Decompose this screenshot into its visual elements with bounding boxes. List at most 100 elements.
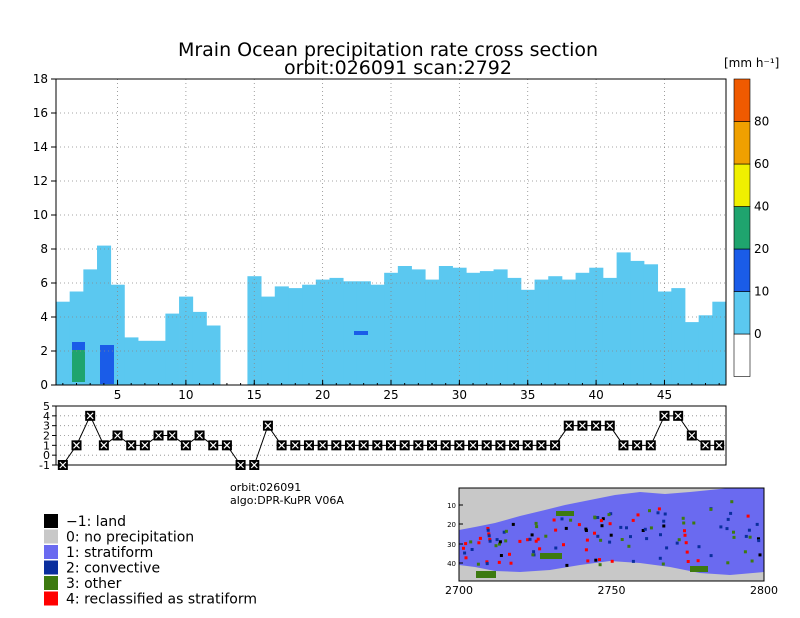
- x-tick-label: 15: [247, 388, 262, 402]
- precip-bar: [151, 340, 166, 385]
- map-pixel: [661, 562, 665, 566]
- rain-type-marker-cross: [387, 441, 395, 449]
- precip-bar: [643, 264, 659, 385]
- map-pixel: [686, 560, 690, 563]
- legend-label: 2: convective: [66, 561, 160, 577]
- precip-bar: [206, 325, 221, 385]
- strip-y-label: 5: [43, 400, 50, 413]
- map-x-label: 2800: [750, 584, 778, 597]
- map-pixel: [502, 530, 506, 534]
- rain-type-marker-cross: [483, 441, 491, 449]
- precip-bar: [548, 276, 563, 385]
- rain-type-marker-cross: [442, 441, 450, 449]
- map-pixel: [709, 554, 713, 558]
- map-pixel: [709, 507, 713, 511]
- map-pixel: [729, 511, 733, 515]
- algo-label: algo:DPR-KuPR V06A: [230, 494, 344, 507]
- map-pixel: [648, 509, 651, 513]
- precip-bar: [452, 267, 467, 385]
- moderate-rain-patch: [72, 350, 85, 382]
- map-pixel: [511, 522, 515, 526]
- map-pixel: [464, 556, 468, 560]
- map-pixel: [562, 543, 565, 547]
- map-other-patch: [690, 566, 708, 572]
- rain-type-marker-cross: [688, 432, 696, 439]
- map-pixel: [585, 538, 589, 542]
- map-pixel: [530, 533, 534, 537]
- map-pixel: [696, 559, 700, 563]
- strip-y-label: 4: [43, 410, 50, 423]
- rain-type-marker-cross: [537, 441, 545, 449]
- precip-bar: [192, 311, 207, 385]
- rain-type-marker-cross: [305, 441, 313, 449]
- map-pixel: [658, 556, 662, 560]
- map-pixel: [469, 540, 473, 544]
- y-tick-label: 14: [33, 140, 48, 154]
- map-pixel: [534, 521, 538, 525]
- chart-subtitle: orbit:026091 scan:2792: [284, 57, 512, 79]
- map-other-patch: [540, 553, 562, 559]
- grid-lines: [56, 79, 726, 385]
- map-pixel: [488, 539, 492, 543]
- precip-bar: [411, 269, 426, 385]
- map-pixel: [462, 546, 465, 550]
- map-pixel: [498, 540, 502, 544]
- precip-bar: [479, 271, 494, 385]
- rain-type-marker-cross: [428, 441, 436, 449]
- legend-label: −1: land: [66, 514, 126, 530]
- rain-type-marker-cross: [196, 432, 203, 439]
- strip-y-label: 2: [43, 430, 50, 443]
- map-pixel: [757, 537, 760, 541]
- precip-bar: [602, 277, 618, 385]
- map-pixel: [487, 534, 491, 538]
- legend-swatch: [44, 514, 58, 528]
- colorbar-segment: [733, 78, 751, 122]
- map-pixel: [584, 529, 588, 532]
- map-pixel: [683, 533, 687, 537]
- precip-bar: [370, 284, 385, 385]
- rain-type-marker-cross: [100, 441, 108, 449]
- legend-swatch: [44, 560, 58, 575]
- map-y-label: 40: [447, 560, 456, 568]
- map-pixel: [538, 547, 542, 551]
- map-pixel: [682, 521, 686, 525]
- y-tick-label: 18: [33, 72, 48, 86]
- map-pixel: [596, 516, 600, 519]
- convective-column: [100, 345, 114, 384]
- map-pixel: [560, 517, 564, 521]
- map-pixel: [485, 560, 489, 564]
- rain-type-marker-cross: [59, 461, 67, 469]
- map-pixel: [586, 559, 590, 563]
- rain-type-marker-cross: [551, 441, 559, 449]
- map-pixel: [683, 529, 686, 533]
- legend-label: 1: stratiform: [66, 545, 153, 561]
- rain-type-marker-cross: [414, 441, 422, 449]
- rain-type-marker-cross: [278, 441, 286, 449]
- map-pixel: [495, 538, 499, 542]
- precip-bar: [698, 315, 713, 385]
- rain-type-marker-cross: [223, 441, 231, 449]
- precip-bar: [343, 281, 358, 385]
- map-pixel: [593, 515, 597, 519]
- rain-type-marker-cross: [565, 422, 573, 430]
- map-pixel: [629, 535, 632, 539]
- colorbar-label: 40: [754, 200, 769, 214]
- map-y-label: 20: [447, 521, 456, 529]
- rain-type-marker-cross: [291, 441, 299, 449]
- precip-bar: [438, 266, 453, 385]
- x-tick-label: 25: [383, 388, 398, 402]
- rain-type-marker-cross: [620, 441, 627, 449]
- map-pixel: [649, 526, 653, 530]
- map-pixel: [755, 522, 759, 526]
- precip-bar: [56, 301, 71, 385]
- map-pixel: [732, 530, 735, 534]
- colorbar-segment: [733, 291, 751, 335]
- precip-bar: [616, 252, 631, 385]
- map-pixel: [565, 563, 569, 567]
- map-pixel: [636, 513, 640, 517]
- rain-type-marker-cross: [264, 422, 272, 430]
- map-pixel: [601, 517, 605, 521]
- map-pixel: [657, 507, 661, 511]
- precip-bar: [83, 269, 98, 385]
